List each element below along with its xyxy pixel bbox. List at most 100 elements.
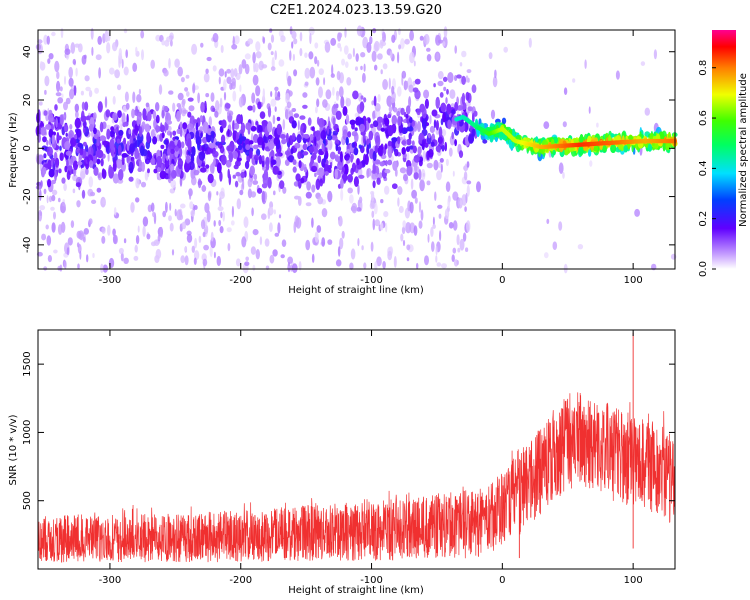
spectrogram-noise-cell	[75, 111, 79, 119]
spectrogram-noise-cell	[172, 102, 176, 113]
spectrogram-noise-cell	[186, 91, 190, 97]
spectrogram-noise-cell	[281, 239, 287, 247]
spectrogram-noise-cell	[401, 226, 406, 235]
spectrogram-band-cell	[190, 167, 195, 180]
spectrogram-band-cell	[351, 162, 356, 173]
spectrogram-noise-cell	[397, 197, 400, 207]
spectrogram-noise-cell	[437, 39, 444, 44]
spectrogram-band-cell	[232, 150, 239, 159]
spectrogram-noise-cell	[443, 26, 448, 38]
spectrogram-noise-cell	[205, 93, 210, 98]
spectrogram-noise-cell	[76, 242, 80, 248]
spectrogram-noise-cell	[223, 91, 227, 101]
spectrogram-noise-cell	[192, 83, 196, 94]
spectrogram-noise-cell	[253, 173, 258, 181]
spectrogram-band-cell	[131, 108, 135, 119]
snr-x-label: Height of straight line (km)	[288, 585, 424, 596]
spectrogram-noise-cell	[335, 259, 342, 267]
spectrogram-band-cell	[377, 116, 383, 124]
spectrogram-noise-cell	[314, 42, 319, 49]
spectrogram-band-cell	[93, 166, 99, 176]
spectrogram-band-cell	[406, 138, 412, 146]
spectrogram-band-cell	[314, 172, 317, 178]
spectrogram-noise-cell	[400, 38, 405, 50]
spectrogram-noise-cell	[250, 191, 257, 198]
spectrogram-noise-cell	[563, 87, 568, 95]
spectrogram-band-cell	[115, 158, 123, 169]
spectrogram-noise-cell	[245, 256, 249, 262]
spectrogram-noise-cell	[107, 224, 111, 236]
spectrogram-noise-cell	[466, 184, 470, 197]
spectrogram-noise-cell	[376, 256, 382, 267]
spectrogram-noise-cell	[252, 264, 256, 271]
spectrogram-noise-cell	[377, 53, 383, 60]
spectrogram-noise-cell	[226, 68, 232, 74]
spectrogram-band-cell	[187, 111, 192, 118]
spectrogram-noise-cell	[309, 32, 312, 45]
spectrogram-noise-cell	[543, 121, 550, 129]
spectrogram-band-cell	[156, 167, 162, 173]
snr-y-tick-label: 1500	[22, 351, 33, 376]
spectrogram-noise-cell	[231, 205, 234, 218]
spectrogram-band-cell	[234, 160, 241, 167]
spectrogram-y-tick-label: 0	[22, 145, 33, 151]
spectrogram-band-cell	[254, 154, 259, 161]
spectrogram-noise-cell	[68, 66, 73, 79]
spectrogram-noise-cell	[432, 216, 435, 226]
spectrogram-noise-cell	[46, 35, 50, 45]
spectrogram-noise-cell	[287, 75, 292, 87]
spectrogram-noise-cell	[152, 211, 156, 218]
spectrogram-band-cell	[97, 101, 103, 113]
spectrogram-band-cell	[298, 196, 302, 206]
spectrogram-noise-cell	[304, 81, 309, 86]
spectrogram-band-cell	[66, 159, 69, 169]
spectrogram-band-cell	[236, 114, 243, 125]
spectrogram-noise-cell	[212, 32, 219, 43]
spectrogram-band-cell	[292, 166, 297, 173]
spectrogram-noise-cell	[123, 28, 128, 34]
spectrogram-band-cell	[374, 159, 381, 165]
spectrogram-band-cell	[411, 140, 415, 147]
spectrogram-band-cell	[179, 147, 183, 157]
spectrogram-noise-cell	[255, 41, 261, 52]
spectrogram-band-cell	[205, 164, 210, 169]
spectrogram-noise-cell	[280, 254, 285, 259]
spectrogram-noise-cell	[222, 211, 225, 222]
spectrogram-band-cell	[129, 143, 135, 154]
spectrogram-noise-cell	[77, 263, 80, 270]
spectrogram-noise-cell	[352, 47, 355, 58]
spectrogram-band-cell	[63, 124, 69, 133]
spectrogram-band-cell	[73, 160, 78, 171]
spectrogram-band-cell	[602, 145, 607, 153]
spectrogram-noise-cell	[371, 100, 375, 106]
spectrogram-noise-cell	[253, 60, 256, 73]
spectrogram-noise-cell	[267, 42, 272, 51]
spectrogram-band-cell	[51, 134, 55, 145]
spectrogram-noise-cell	[218, 196, 222, 208]
spectrogram-noise-cell	[449, 89, 456, 99]
snr-y-tick-label: 500	[22, 491, 33, 510]
spectrogram-y-label: Frequency (Hz)	[8, 112, 19, 188]
spectrogram-band-cell	[48, 113, 54, 123]
spectrogram-band-cell	[317, 155, 322, 164]
spectrogram-band-cell	[623, 145, 628, 153]
spectrogram-noise-cell	[109, 67, 115, 75]
spectrogram-noise-cell	[67, 237, 73, 246]
spectrogram-noise-cell	[55, 92, 62, 97]
spectrogram-band-cell	[284, 150, 291, 156]
spectrogram-band-cell	[628, 134, 633, 141]
spectrogram-band-cell	[443, 76, 448, 82]
spectrogram-band-cell	[339, 151, 343, 163]
spectrogram-noise-cell	[234, 35, 240, 45]
spectrogram-band-cell	[413, 171, 419, 180]
spectrogram-noise-cell	[177, 92, 184, 101]
spectrogram-noise-cell	[241, 236, 247, 248]
spectrogram-band-cell	[43, 163, 50, 168]
spectrogram-noise-cell	[441, 129, 447, 137]
spectrogram-noise-cell	[171, 249, 175, 256]
snr-y-tick-label: 1000	[22, 420, 33, 445]
spectrogram-band-cell	[332, 117, 336, 126]
spectrogram-noise-cell	[132, 91, 136, 104]
spectrogram-noise-cell	[208, 116, 212, 127]
spectrogram-noise-cell	[351, 202, 358, 214]
